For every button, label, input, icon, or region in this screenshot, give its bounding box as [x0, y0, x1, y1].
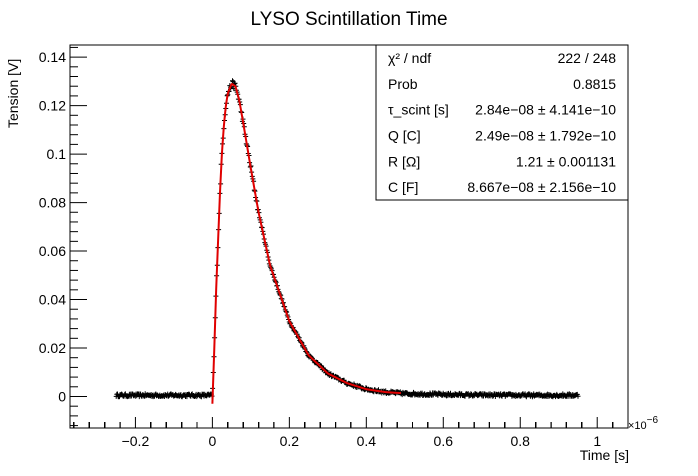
x-tick-label: 0: [208, 433, 216, 449]
chart-title: LYSO Scintillation Time: [250, 9, 447, 30]
plot-frame: [69, 44, 629, 429]
stats-value: 1.21 ± 0.001131: [516, 153, 616, 169]
data-layer: [113, 78, 581, 404]
x-tick-label: 0.4: [357, 433, 377, 449]
x-tick-label: 0.8: [511, 433, 531, 449]
stats-key: Prob: [388, 76, 418, 92]
y-tick-label: 0.14: [39, 49, 66, 65]
x-tick-label: −0.2: [122, 433, 150, 449]
fit-curve: [211, 82, 402, 404]
stats-value: 222 / 248: [558, 50, 617, 66]
x-tick-label: 0.6: [434, 433, 454, 449]
stats-value: 2.84e−08 ± 4.141e−10: [475, 102, 616, 118]
stats-key: R [Ω]: [388, 153, 420, 169]
stats-key: τ_scint [s]: [388, 102, 449, 118]
stats-key: Q [C]: [388, 127, 421, 143]
stats-key: χ² / ndf: [388, 50, 431, 66]
stats-frame: [375, 44, 629, 201]
y-tick-label: 0.06: [39, 243, 66, 259]
x-exponent-power: −6: [647, 415, 659, 426]
stats-value: 0.8815: [573, 76, 616, 92]
plot-area: [69, 44, 629, 429]
fit-stats-box: χ² / ndf 222 / 248 Prob 0.8815 τ_scint [s] 2.…: [375, 44, 629, 201]
x-tick-label: 1: [593, 433, 601, 449]
y-tick-label: 0: [58, 388, 66, 404]
stats-value: 2.49e−08 ± 1.792e−10: [475, 127, 616, 143]
x-exponent-base: ×10: [628, 420, 647, 432]
x-axis-title: Time [s]: [580, 447, 629, 463]
axes: −0.2 0 0.2 0.4 0.6 0.8 1 0 0.02 0.04 0.06 0.08 0.1 0.…: [39, 46, 629, 449]
y-tick-label: 0.12: [39, 98, 66, 114]
y-tick-label: 0.08: [39, 195, 66, 211]
y-tick-label: 0.1: [47, 146, 67, 162]
x-axis-exponent: ×10−6: [628, 415, 659, 432]
y-axis-title: Tension [V]: [5, 59, 21, 128]
stats-key: C [F]: [388, 179, 418, 195]
stats-value: 8.667e−08 ± 2.156e−10: [467, 179, 616, 195]
y-tick-label: 0.04: [39, 292, 66, 308]
y-tick-label: 0.02: [39, 340, 66, 356]
x-tick-label: 0.2: [280, 433, 300, 449]
